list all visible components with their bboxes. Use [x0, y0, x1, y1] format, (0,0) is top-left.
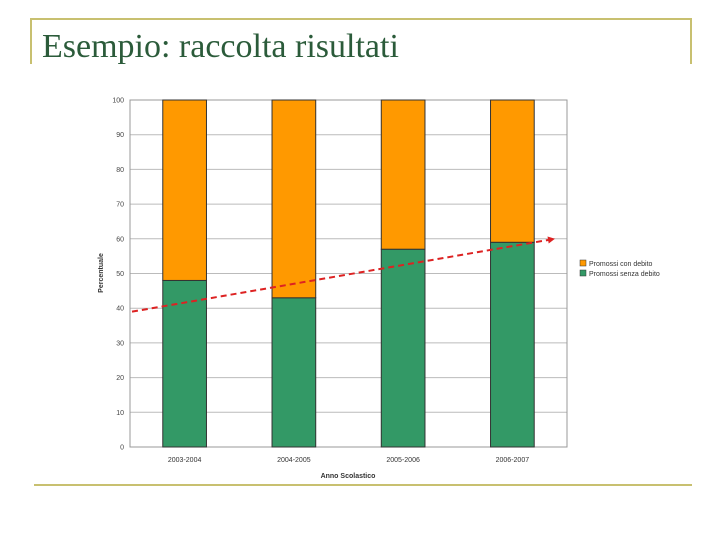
y-tick-label: 20 — [116, 375, 124, 382]
legend-label: Promossi con debito — [589, 261, 653, 268]
x-axis-title: Anno Scolastico — [321, 473, 376, 480]
y-tick-label: 0 — [120, 445, 124, 452]
plot-border — [129, 99, 568, 448]
slide-frame-top — [30, 18, 692, 20]
x-tick-label: 2005-2006 — [386, 457, 420, 464]
y-tick-label: 90 — [116, 132, 124, 139]
slide-frame-right — [690, 18, 692, 64]
bar-con-debito — [380, 99, 426, 250]
y-tick-label: 10 — [116, 410, 124, 417]
y-tick-label: 30 — [116, 340, 124, 347]
legend: Promossi con debito Promossi senza debito — [579, 259, 660, 278]
bars-layer — [162, 99, 535, 448]
x-tick-label: 2003-2004 — [168, 457, 202, 464]
trendline-layer — [131, 236, 556, 313]
bar-con-debito — [490, 99, 535, 243]
trendline-arrowhead — [547, 236, 555, 244]
legend-label: Promossi senza debito — [589, 271, 660, 278]
bar-con-debito — [162, 99, 207, 281]
y-tick-label: 60 — [116, 236, 124, 243]
x-tick-label: 2004-2005 — [277, 457, 311, 464]
y-tick-label: 100 — [112, 98, 124, 105]
x-tick-label: 2006-2007 — [496, 457, 530, 464]
y-tick-labels: 0 10 20 30 40 50 60 70 80 90 100 — [112, 98, 124, 452]
slide-frame-bottom — [34, 484, 692, 486]
y-tick-label: 70 — [116, 202, 124, 209]
trendline — [131, 237, 556, 313]
legend-swatch — [579, 259, 587, 267]
slide-title: Esempio: raccolta risultati — [42, 28, 399, 65]
bar-senza-debito — [271, 297, 317, 448]
bar-senza-debito — [162, 279, 207, 448]
bar-senza-debito — [380, 248, 426, 448]
y-tick-label: 50 — [116, 271, 124, 278]
y-tick-label: 80 — [116, 167, 124, 174]
slide-frame-left — [30, 18, 32, 64]
y-tick-label: 40 — [116, 306, 124, 313]
bar-senza-debito — [490, 241, 535, 448]
y-axis-title: Percentuale — [98, 253, 105, 293]
stacked-bar-chart: 0 10 20 30 40 50 60 70 80 90 100 2003-2004 2004-200… — [98, 98, 660, 481]
legend-swatch — [579, 269, 587, 277]
bar-con-debito — [271, 99, 317, 299]
x-tick-labels: 2003-2004 2004-2005 2005-2006 2006-2007 — [168, 457, 529, 464]
